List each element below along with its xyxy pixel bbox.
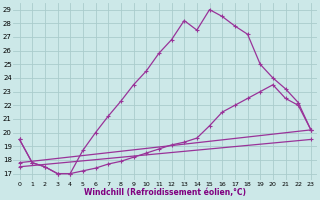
X-axis label: Windchill (Refroidissement éolien,°C): Windchill (Refroidissement éolien,°C) [84,188,246,197]
